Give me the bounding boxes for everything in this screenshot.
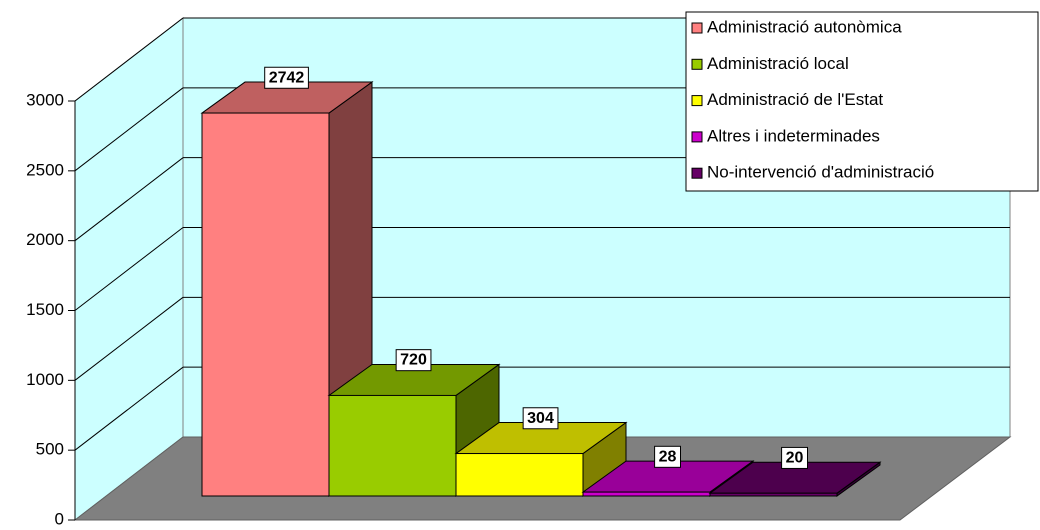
bar <box>582 491 711 497</box>
grid-line <box>74 227 184 311</box>
grid-line <box>74 366 184 451</box>
legend-label: Administració local <box>707 54 849 73</box>
legend-box <box>685 11 1039 192</box>
value-label: 20 <box>786 449 804 466</box>
bar <box>201 112 330 497</box>
y-tick-label: 3000 <box>26 90 64 109</box>
legend-swatch <box>691 22 703 34</box>
y-tick-label: 0 <box>55 509 64 528</box>
value-label: 720 <box>400 352 427 369</box>
y-tick-label: 500 <box>36 440 64 459</box>
legend-swatch <box>691 131 703 143</box>
value-label-box <box>781 446 808 469</box>
legend-label: Administració autonòmica <box>707 17 902 36</box>
legend-label: Altres i indeterminades <box>707 126 880 145</box>
legend-label: No-intervenció d'administració <box>707 163 934 182</box>
value-label: 2742 <box>269 69 305 86</box>
value-label-box <box>395 349 432 372</box>
y-tick-label: 2000 <box>26 230 64 249</box>
legend-label: Administració de l'Estat <box>707 90 883 109</box>
value-label-box <box>654 445 681 468</box>
grid-line <box>74 17 184 102</box>
legend-swatch <box>691 167 703 179</box>
grid-line <box>74 296 184 381</box>
value-label-box <box>264 66 309 89</box>
y-tick-label: 1000 <box>26 370 64 389</box>
grid-line <box>74 157 184 242</box>
grid-line <box>74 87 184 172</box>
bar <box>455 453 584 497</box>
value-label: 304 <box>527 410 554 427</box>
y-tick-label: 2500 <box>26 160 64 179</box>
bar <box>709 492 838 497</box>
legend-swatch <box>691 95 703 107</box>
legend-swatch <box>691 58 703 70</box>
value-label-box <box>522 407 559 430</box>
bar <box>328 394 457 497</box>
value-label: 28 <box>659 448 677 465</box>
y-tick-label: 1500 <box>26 300 64 319</box>
